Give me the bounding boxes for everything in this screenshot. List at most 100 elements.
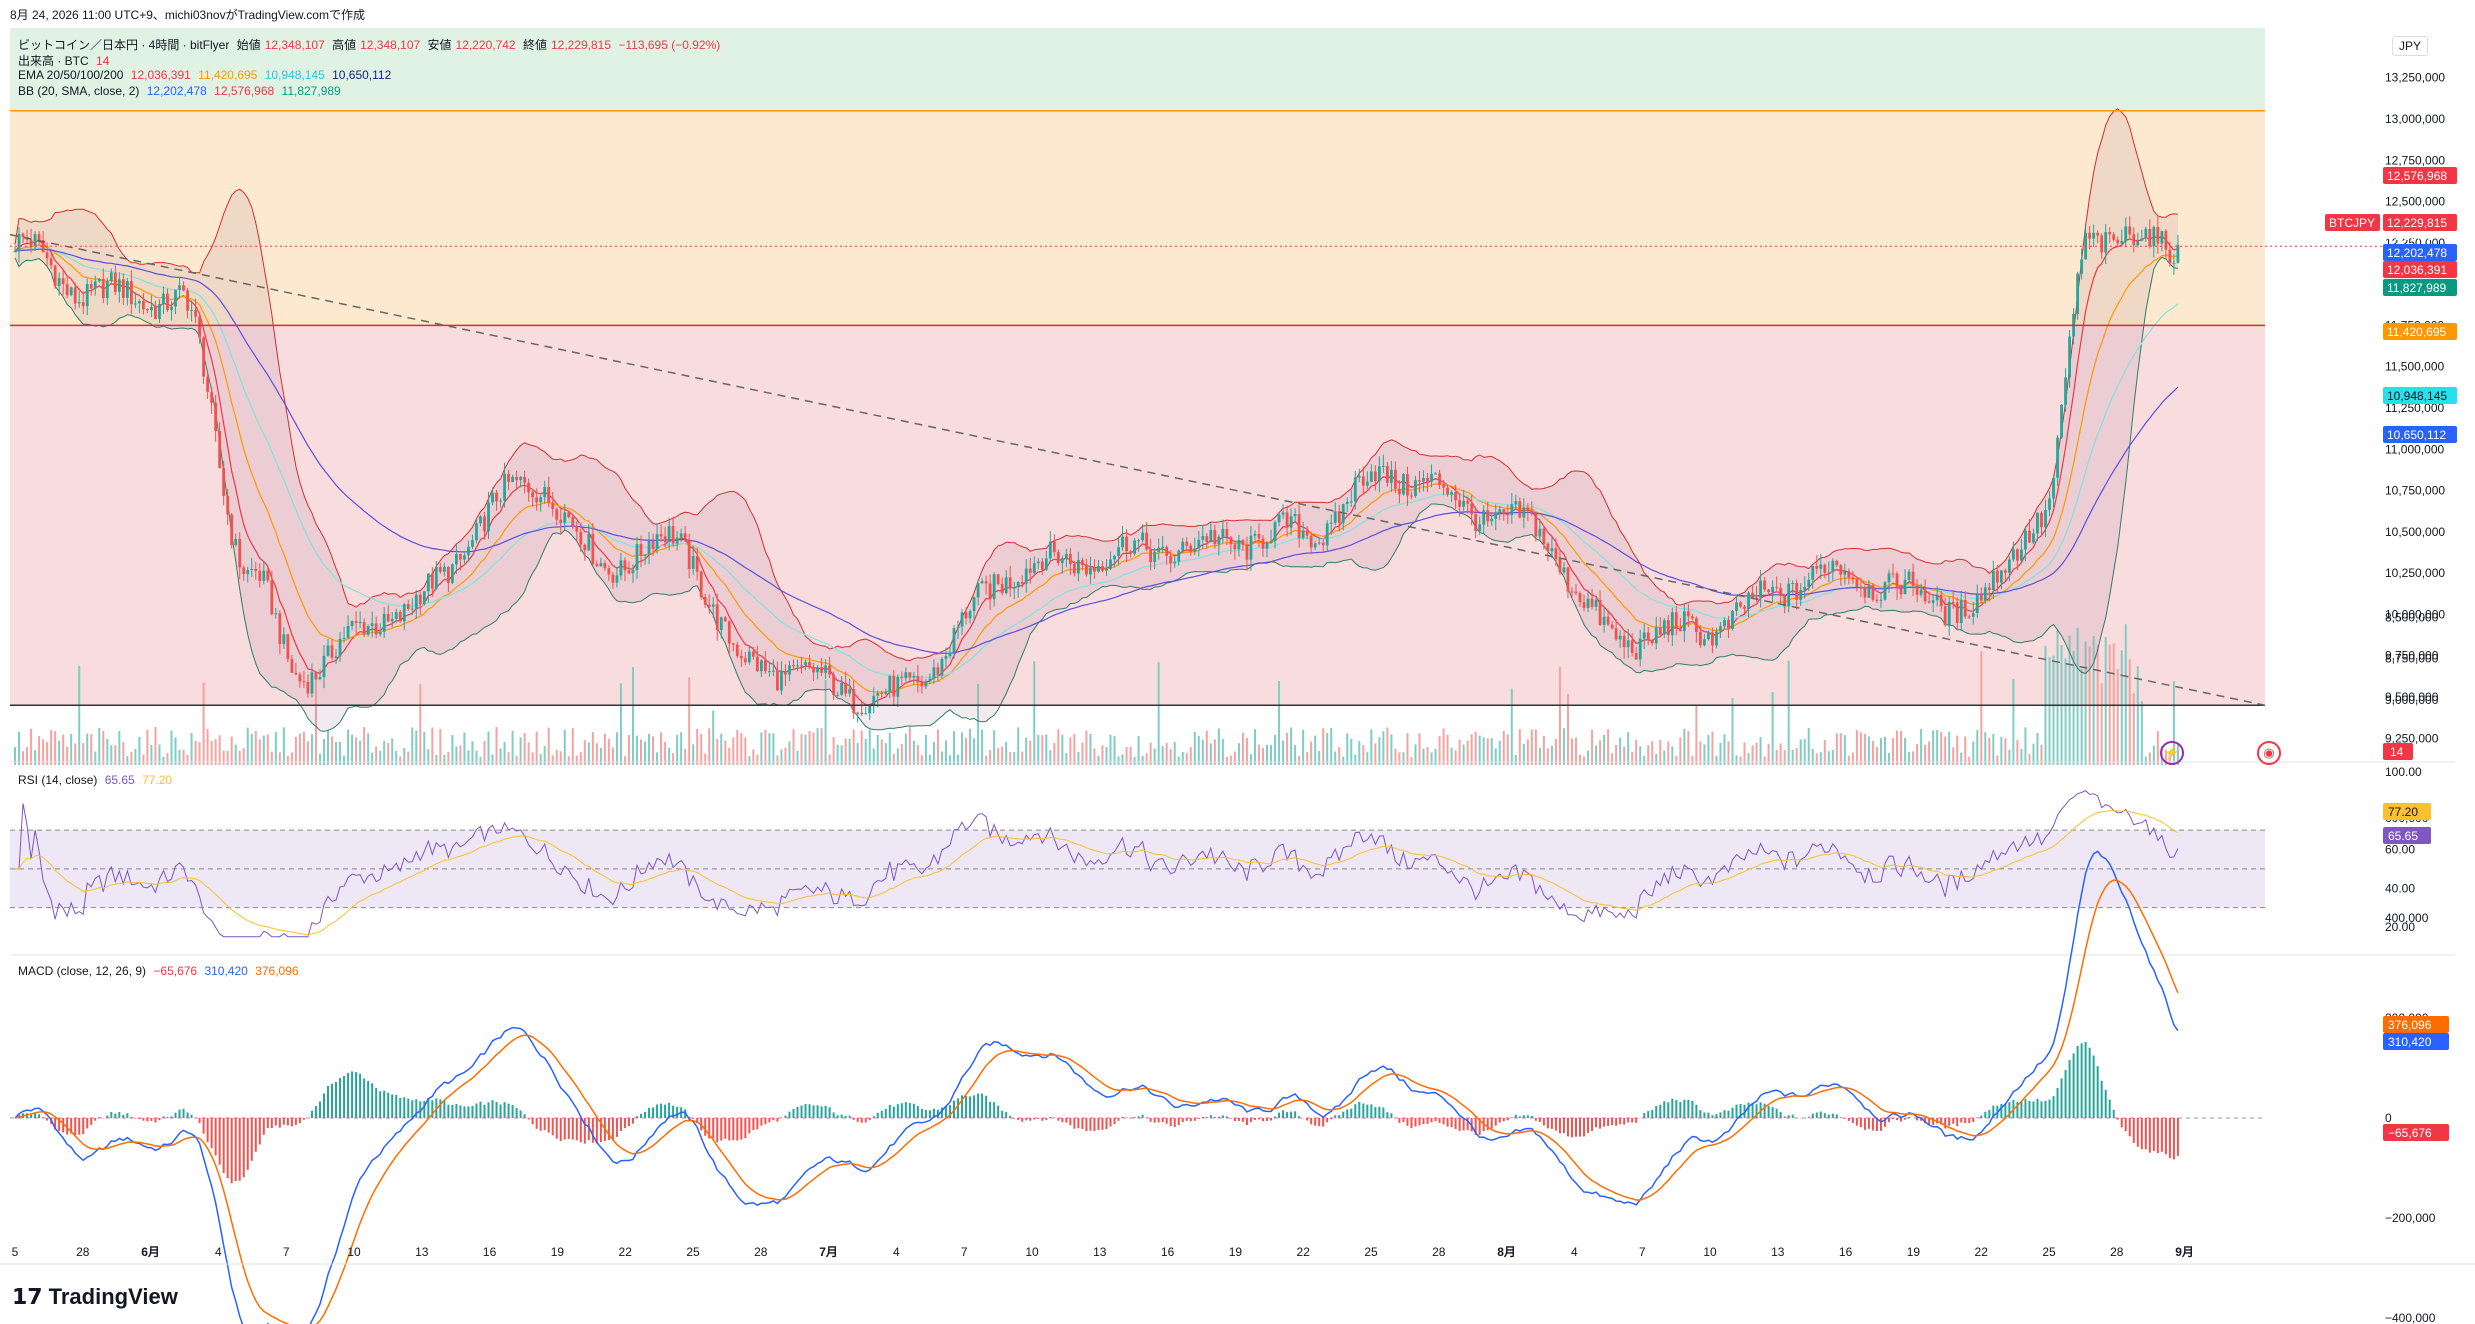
volume-bar <box>684 748 687 765</box>
candle-body <box>370 623 374 627</box>
bb-legend-name[interactable]: BB (20, SMA, close, 2) <box>18 84 140 98</box>
candle-body <box>77 302 81 304</box>
volume-bar <box>1290 727 1293 765</box>
candle-body <box>980 581 984 584</box>
volume-bar <box>776 755 779 765</box>
volume-bar <box>780 749 783 765</box>
volume-bar <box>1358 741 1361 765</box>
candle-body <box>2092 232 2096 239</box>
macd-hist-bar <box>535 1118 538 1129</box>
candle-body <box>1662 620 1666 635</box>
macd-hist-bar <box>627 1118 630 1127</box>
macd-hist-bar <box>110 1112 113 1118</box>
symbol-name[interactable]: ビットコイン／日本円 · 4時間 · bitFlyer <box>18 38 230 52</box>
volume-bar <box>619 683 622 765</box>
macd-hist-bar <box>495 1102 498 1118</box>
candle-body <box>1458 500 1462 507</box>
candle-body <box>1410 495 1413 497</box>
volume-bar <box>1795 748 1798 765</box>
macd-hist-bar <box>1871 1118 1874 1131</box>
candle-body <box>912 676 916 678</box>
candle-body <box>2132 234 2136 246</box>
volume-bar <box>1755 742 1758 765</box>
volume-bar <box>371 752 374 765</box>
candle-body <box>920 682 924 687</box>
candle-body <box>824 665 827 673</box>
volume-bar <box>2120 650 2123 765</box>
macd-hist-bar <box>46 1118 49 1121</box>
macd-hist-bar <box>1859 1118 1862 1128</box>
macd-hist-bar <box>880 1110 883 1118</box>
candle-body <box>1610 624 1614 629</box>
candle-body <box>1165 546 1169 556</box>
volume-legend-name[interactable]: 出来高 · BTC <box>18 54 89 68</box>
volume-bar <box>1201 739 1204 765</box>
volume-bar <box>1811 749 1814 765</box>
macd-hist-bar <box>1635 1118 1638 1123</box>
volume-bar <box>920 755 923 765</box>
rsi-legend-name[interactable]: RSI (14, close) <box>18 773 98 787</box>
volume-bar <box>732 737 735 765</box>
macd-hist-bar <box>511 1105 514 1118</box>
macd-hist-bar <box>2000 1103 2003 1118</box>
macd-hist-bar <box>2056 1087 2059 1118</box>
ema-legend[interactable]: EMA 20/50/100/200 12,036,391 11,420,695 … <box>18 68 395 82</box>
volume-bar <box>467 750 470 765</box>
macd-hist-bar <box>1462 1118 1465 1131</box>
ema-legend-name[interactable]: EMA 20/50/100/200 <box>18 68 124 82</box>
volume-bar <box>1510 688 1513 765</box>
candle-body <box>154 306 157 319</box>
volume-bar <box>948 755 951 765</box>
volume-bar <box>1731 697 1734 765</box>
macd-legend[interactable]: MACD (close, 12, 26, 9) −65,676 310,420 … <box>18 964 303 978</box>
volume-bar <box>242 748 245 765</box>
candle-body <box>1835 560 1839 566</box>
macd-hist-bar <box>932 1108 935 1118</box>
macd-legend-name[interactable]: MACD (close, 12, 26, 9) <box>18 964 147 978</box>
volume-bar <box>367 733 370 765</box>
macd-hist-bar <box>114 1113 117 1118</box>
rsi-legend[interactable]: RSI (14, close) 65.65 77.20 <box>18 773 176 787</box>
candle-body <box>1727 620 1730 629</box>
candle-body <box>406 604 410 609</box>
macd-hist-bar <box>1679 1101 1682 1118</box>
volume-bar <box>1153 748 1156 765</box>
macd-hist-bar <box>640 1113 643 1118</box>
candle-body <box>579 531 583 545</box>
lightning-icon[interactable]: ⚡ <box>2160 741 2184 765</box>
candle-body <box>1117 547 1120 556</box>
volume-bar <box>1727 741 1730 765</box>
macd-hist-bar <box>1948 1118 1951 1126</box>
volume-bar <box>664 741 667 765</box>
currency-button[interactable]: JPY <box>2392 36 2429 56</box>
volume-bar <box>126 756 129 765</box>
candle-body <box>1321 542 1325 546</box>
macd-hist-bar <box>1266 1118 1269 1121</box>
bb-legend[interactable]: BB (20, SMA, close, 2) 12,202,478 12,576… <box>18 84 345 98</box>
candle-body <box>314 672 318 680</box>
volume-bar <box>1462 744 1465 765</box>
candle-body <box>1959 599 1963 623</box>
candle-body <box>1474 514 1478 532</box>
tradingview-logo[interactable]: 𝟭𝟳 TradingView <box>12 1284 178 1310</box>
candle-body <box>1462 500 1466 507</box>
volume-legend[interactable]: 出来高 · BTC 14 <box>18 52 113 69</box>
volume-bar <box>1859 732 1862 765</box>
candle-body <box>768 671 771 673</box>
volume-bar <box>916 745 919 765</box>
price-legend-line[interactable]: ビットコイン／日本円 · 4時間 · bitFlyer 始値 12,348,107… <box>18 36 724 53</box>
target-icon[interactable]: ◉ <box>2257 741 2281 765</box>
volume-bar <box>1607 729 1610 765</box>
candle-body <box>346 625 350 638</box>
candle-body <box>515 476 519 481</box>
candle-body <box>1690 616 1694 619</box>
candle-body <box>1887 573 1891 583</box>
candle-body <box>711 604 715 607</box>
candle-body <box>1947 601 1951 625</box>
volume-bar <box>1057 729 1060 765</box>
candle-body <box>772 670 775 672</box>
volume-bar <box>607 738 610 765</box>
volume-bar <box>824 680 827 765</box>
macd-hist-bar <box>2048 1099 2051 1118</box>
volume-bar <box>1695 705 1698 765</box>
